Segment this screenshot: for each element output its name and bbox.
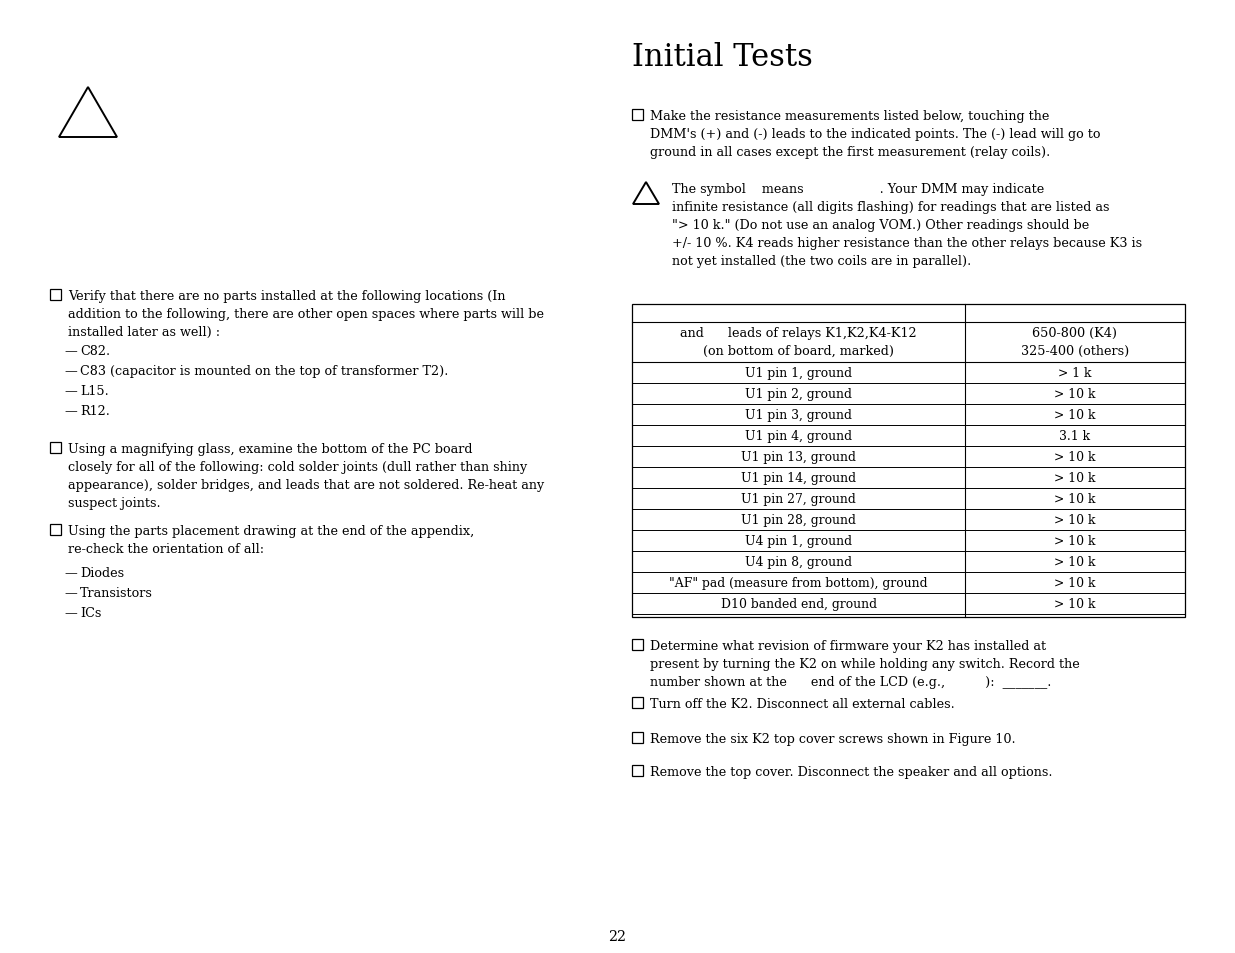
Text: > 10 k: > 10 k bbox=[1055, 493, 1095, 505]
Bar bbox=[49, 290, 61, 301]
Text: > 10 k: > 10 k bbox=[1055, 388, 1095, 400]
Text: Remove the top cover. Disconnect the speaker and all options.: Remove the top cover. Disconnect the spe… bbox=[650, 765, 1052, 779]
Bar bbox=[632, 698, 643, 708]
Text: U1 pin 3, ground: U1 pin 3, ground bbox=[745, 409, 852, 421]
Text: Using a magnifying glass, examine the bottom of the PC board
closely for all of : Using a magnifying glass, examine the bo… bbox=[68, 442, 545, 510]
Bar bbox=[632, 639, 643, 650]
Text: ICs: ICs bbox=[80, 606, 101, 619]
Text: The symbol    means                   . Your DMM may indicate
infinite resistanc: The symbol means . Your DMM may indicate… bbox=[672, 183, 1142, 268]
Text: > 10 k: > 10 k bbox=[1055, 514, 1095, 526]
Text: Make the resistance measurements listed below, touching the
DMM's (+) and (-) le: Make the resistance measurements listed … bbox=[650, 110, 1100, 159]
Text: > 10 k: > 10 k bbox=[1055, 472, 1095, 484]
Bar bbox=[632, 110, 643, 121]
Text: C83 (capacitor is mounted on the top of transformer T2).: C83 (capacitor is mounted on the top of … bbox=[80, 365, 448, 377]
Text: Turn off the K2. Disconnect all external cables.: Turn off the K2. Disconnect all external… bbox=[650, 698, 955, 710]
Text: U1 pin 4, ground: U1 pin 4, ground bbox=[745, 430, 852, 442]
Text: > 10 k: > 10 k bbox=[1055, 535, 1095, 547]
Text: C82.: C82. bbox=[80, 345, 110, 357]
Text: U1 pin 13, ground: U1 pin 13, ground bbox=[741, 451, 856, 463]
Text: > 1 k: > 1 k bbox=[1058, 367, 1092, 379]
Text: U1 pin 1, ground: U1 pin 1, ground bbox=[745, 367, 852, 379]
Text: —: — bbox=[64, 606, 77, 619]
Text: > 10 k: > 10 k bbox=[1055, 556, 1095, 568]
Bar bbox=[632, 305, 1186, 618]
Text: U4 pin 8, ground: U4 pin 8, ground bbox=[745, 556, 852, 568]
Text: 22: 22 bbox=[608, 929, 626, 943]
Bar bbox=[49, 524, 61, 536]
Polygon shape bbox=[59, 88, 117, 138]
Text: > 10 k: > 10 k bbox=[1055, 598, 1095, 610]
Text: —: — bbox=[64, 385, 77, 397]
Text: 650-800 (K4)
325-400 (others): 650-800 (K4) 325-400 (others) bbox=[1021, 327, 1129, 357]
Text: U1 pin 14, ground: U1 pin 14, ground bbox=[741, 472, 856, 484]
Text: "AF" pad (measure from bottom), ground: "AF" pad (measure from bottom), ground bbox=[669, 577, 927, 589]
Text: Using the parts placement drawing at the end of the appendix,
re-check the orien: Using the parts placement drawing at the… bbox=[68, 524, 474, 556]
Text: L15.: L15. bbox=[80, 385, 109, 397]
Text: Determine what revision of firmware your K2 has installed at
present by turning : Determine what revision of firmware your… bbox=[650, 639, 1079, 688]
Text: Verify that there are no parts installed at the following locations (In
addition: Verify that there are no parts installed… bbox=[68, 290, 543, 338]
Text: R12.: R12. bbox=[80, 405, 110, 417]
Text: —: — bbox=[64, 365, 77, 377]
Text: U1 pin 2, ground: U1 pin 2, ground bbox=[745, 388, 852, 400]
Text: D10 banded end, ground: D10 banded end, ground bbox=[720, 598, 877, 610]
Text: Remove the six K2 top cover screws shown in Figure 10.: Remove the six K2 top cover screws shown… bbox=[650, 732, 1015, 745]
Text: Transistors: Transistors bbox=[80, 586, 153, 599]
Text: Initial Tests: Initial Tests bbox=[632, 42, 813, 73]
Text: > 10 k: > 10 k bbox=[1055, 409, 1095, 421]
Text: U1 pin 27, ground: U1 pin 27, ground bbox=[741, 493, 856, 505]
Text: —: — bbox=[64, 405, 77, 417]
Text: —: — bbox=[64, 586, 77, 599]
Polygon shape bbox=[634, 183, 659, 205]
Text: U1 pin 28, ground: U1 pin 28, ground bbox=[741, 514, 856, 526]
Bar bbox=[632, 765, 643, 776]
Text: and      leads of relays K1,K2,K4-K12
(on bottom of board, marked): and leads of relays K1,K2,K4-K12 (on bot… bbox=[680, 327, 916, 357]
Text: > 10 k: > 10 k bbox=[1055, 451, 1095, 463]
Text: U4 pin 1, ground: U4 pin 1, ground bbox=[745, 535, 852, 547]
Text: 3.1 k: 3.1 k bbox=[1060, 430, 1091, 442]
Text: —: — bbox=[64, 566, 77, 579]
Text: Diodes: Diodes bbox=[80, 566, 125, 579]
Bar bbox=[632, 732, 643, 743]
Text: —: — bbox=[64, 345, 77, 357]
Text: > 10 k: > 10 k bbox=[1055, 577, 1095, 589]
Bar bbox=[49, 442, 61, 454]
